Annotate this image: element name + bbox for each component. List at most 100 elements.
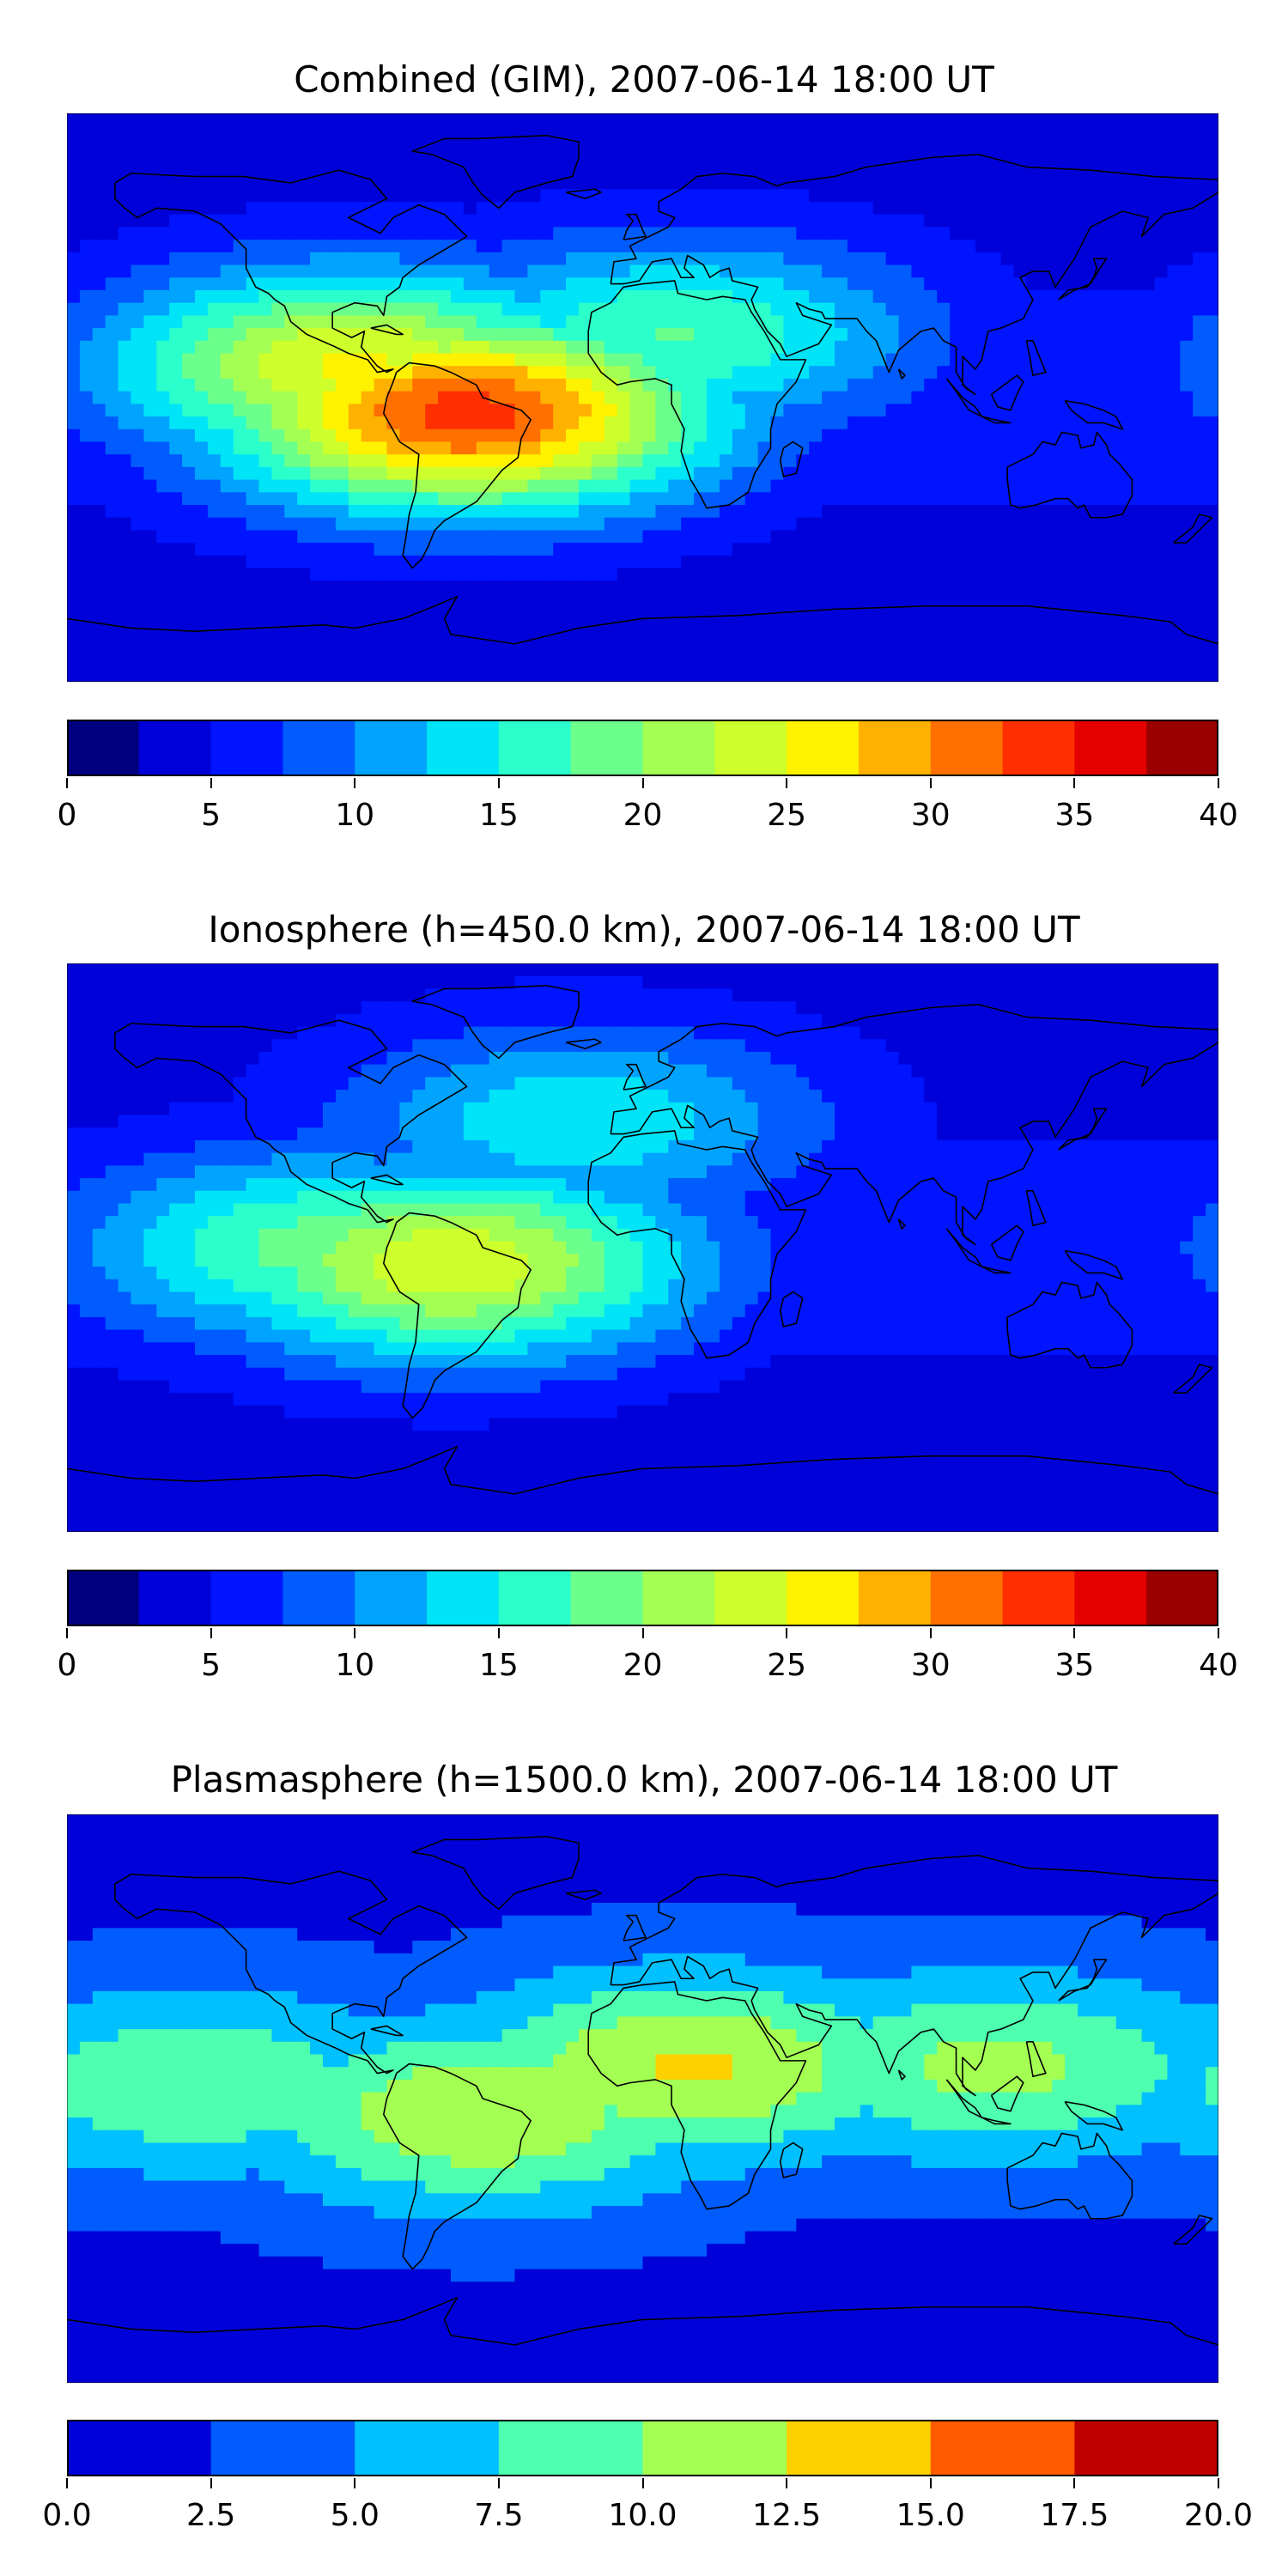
tec-cell: [412, 530, 427, 544]
tec-cell: [1180, 240, 1194, 253]
tec-cell: [451, 530, 465, 544]
tec-cell: [335, 656, 349, 671]
tec-cell: [847, 656, 861, 671]
tec-cell: [233, 302, 247, 317]
tec-cell: [451, 340, 465, 355]
tec-cell: [169, 176, 184, 191]
tec-cell: [553, 353, 568, 368]
tec-cell: [617, 264, 631, 279]
tec-cell: [566, 201, 580, 216]
tec-cell: [463, 492, 477, 507]
tec-cell: [1091, 555, 1105, 569]
tec-cell: [783, 580, 798, 595]
tec-cell: [655, 568, 670, 582]
tec-cell: [182, 163, 197, 178]
tec-cell: [898, 353, 913, 368]
tec-cell: [131, 315, 145, 330]
tec-cell: [732, 138, 746, 153]
tec-cell: [207, 1039, 222, 1054]
tec-cell: [1193, 1064, 1207, 1078]
tec-cell: [118, 125, 132, 140]
tec-cell: [489, 1013, 503, 1028]
tec-cell: [1039, 643, 1054, 658]
tec-cell: [1141, 517, 1156, 532]
tec-cell: [92, 214, 106, 228]
tec-cell: [1078, 416, 1092, 430]
tec-cell: [297, 416, 312, 430]
tec-cell: [156, 340, 171, 355]
tec-cell: [131, 631, 145, 645]
tec-cell: [757, 988, 772, 1003]
tec-cell: [911, 404, 926, 418]
tec-cell: [527, 151, 542, 165]
tec-cell: [1013, 605, 1028, 620]
tec-cell: [783, 151, 798, 165]
tec-cell: [1141, 252, 1156, 266]
tec-cell: [617, 252, 631, 266]
tec-cell: [284, 1039, 299, 1054]
tec-cell: [1167, 1001, 1182, 1015]
tec-cell: [514, 125, 529, 140]
tec-cell: [233, 441, 247, 456]
tec-cell: [822, 441, 836, 456]
tec-cell: [451, 1013, 465, 1028]
tec-cell: [668, 113, 683, 127]
tec-cell: [233, 138, 247, 153]
tec-cell: [195, 631, 210, 645]
tec-cell: [323, 151, 337, 165]
tec-cell: [1000, 328, 1015, 342]
tec-cell: [757, 492, 772, 507]
tec-cell: [860, 428, 874, 443]
tec-cell: [963, 315, 977, 330]
tec-cell: [258, 1001, 273, 1015]
tec-cell: [67, 151, 82, 165]
tec-cell: [642, 492, 657, 507]
tec-cell: [105, 227, 119, 241]
tec-cell: [501, 391, 516, 405]
tec-cell: [924, 240, 939, 253]
tec-cell: [1052, 643, 1066, 658]
tec-cell: [1052, 505, 1066, 519]
tec-cell: [220, 289, 234, 304]
tec-cell: [655, 289, 670, 304]
tec-cell: [1167, 492, 1182, 507]
tec-cell: [911, 1039, 926, 1054]
tec-cell: [1141, 963, 1156, 977]
tec-cell: [1180, 963, 1194, 977]
tec-cell: [629, 416, 644, 430]
tec-cell: [987, 353, 1002, 368]
tec-cell: [911, 277, 926, 292]
tec-cell: [386, 240, 401, 253]
tec-cell: [207, 618, 222, 633]
tec-cell: [258, 277, 273, 292]
tec-cell: [156, 113, 171, 127]
tec-cell: [182, 1051, 197, 1066]
tec-cell: [412, 315, 427, 330]
tec-cell: [950, 1051, 964, 1066]
tec-cell: [67, 517, 82, 532]
tec-cell: [105, 428, 119, 443]
tec-cell: [1115, 240, 1130, 253]
tec-cell: [1052, 151, 1066, 165]
tec-cell: [911, 466, 926, 481]
tec-cell: [987, 1064, 1002, 1078]
tec-cell: [694, 1026, 708, 1041]
tec-cell: [1078, 1064, 1092, 1078]
tec-cell: [1115, 151, 1130, 165]
tec-cell: [898, 240, 913, 253]
tec-cell: [335, 428, 349, 443]
tec-cell: [732, 201, 746, 216]
tec-cell: [105, 441, 119, 456]
tec-cell: [451, 555, 465, 569]
tec-cell: [757, 302, 772, 317]
tec-cell: [1128, 227, 1143, 241]
tec-cell: [822, 201, 836, 216]
tec-cell: [220, 479, 234, 494]
tec-cell: [1128, 441, 1143, 456]
tec-cell: [207, 963, 222, 977]
tec-cell: [757, 201, 772, 216]
tec-cell: [591, 605, 605, 620]
tec-cell: [92, 227, 106, 241]
tec-cell: [451, 492, 465, 507]
tec-cell: [1078, 505, 1092, 519]
